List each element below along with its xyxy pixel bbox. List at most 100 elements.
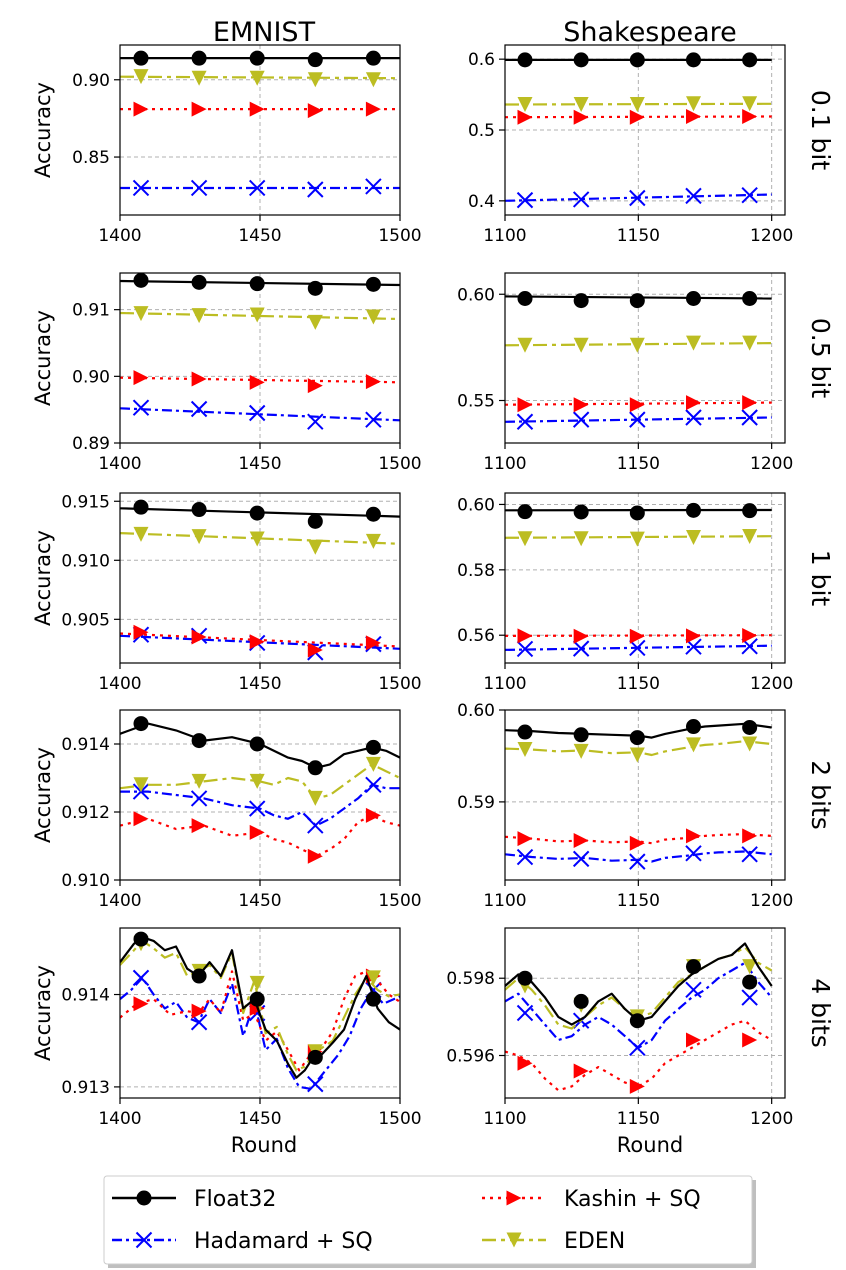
panel-emnist-0-5-bit-series-kashin-marker-2	[249, 374, 265, 390]
panel-shakespeare-4-bits-series-float32-marker-3	[685, 959, 701, 975]
panel-shakespeare-4-bits-series-hadamard-marker-2-stroke-b	[629, 1039, 646, 1056]
panel-emnist-0-1-bit-series-eden-marker-1	[191, 70, 207, 86]
panel-shakespeare-0-1-bit-series-hadamard-marker-1-stroke-b	[572, 191, 590, 208]
panel-shakespeare-2-bits-xtick-label-1: 1150	[617, 891, 660, 911]
panel-shakespeare-1-bit-ytick-label-1: 0.58	[457, 561, 495, 581]
legend-item-kashin-label: Kashin + SQ	[564, 1187, 701, 1212]
panel-emnist-0-1-bit-series-float32-marker-0	[133, 50, 149, 66]
panel-emnist-0-1-bit-xtick-label-1: 1450	[238, 226, 281, 246]
panel-emnist-1-bit-xtick-label-0: 1400	[98, 674, 141, 694]
panel-shakespeare-0-1-bit-series-eden-marker-1	[573, 97, 589, 112]
panel-emnist-0-5-bit-ytick-label-0: 0.89	[72, 434, 110, 454]
panel-shakespeare-4-bits-series-eden-marker-4	[742, 959, 758, 975]
panel-shakespeare-2-bits-series-hadamard-line	[505, 850, 772, 863]
panel-shakespeare-1-bit-series	[505, 502, 772, 658]
panel-emnist-4-bits-series	[120, 931, 400, 1093]
panel-shakespeare-1-bit-series-eden-marker-0	[517, 531, 533, 547]
panel-emnist-2-bits-series-eden-line	[120, 763, 400, 800]
panel-emnist-2-bits-series-kashin-marker-0	[133, 811, 149, 827]
panel-shakespeare-2-bits-ytick-label-0: 0.59	[457, 793, 495, 813]
panel-emnist-1-bit-ylabel: Accuracy	[31, 530, 55, 626]
panel-emnist-0-1-bit-series-hadamard-marker-2	[248, 179, 266, 197]
panel-shakespeare-0-5-bit-series-hadamard-marker-2-stroke-b	[629, 411, 646, 428]
panel-emnist-4-bits-series-hadamard-marker-1-stroke-b	[190, 1014, 208, 1031]
panel-shakespeare-0-5-bit-series-hadamard-marker-4	[741, 409, 758, 426]
panel-shakespeare-2-bits-series-kashin-marker-3	[685, 828, 701, 844]
legend-item-hadamard-marker	[135, 1231, 153, 1249]
panel-emnist-2-bits-series-eden-marker-3	[307, 790, 323, 806]
panel-emnist-0-1-bit: 1400 1450 1500 0.85 0.90 Accuracy	[31, 44, 422, 246]
panel-emnist-4-bits-frame	[119, 927, 401, 1099]
panel-emnist-2-bits-series-float32-marker-3	[307, 760, 323, 776]
panel-emnist-4-bits-series-float32-marker-0	[133, 931, 149, 947]
panel-shakespeare-1-bit-series-float32-marker-0	[517, 504, 533, 520]
panel-emnist-0-5-bit-series-kashin-marker-0	[133, 370, 149, 386]
panel-emnist-0-1-bit-series-hadamard-marker-1-stroke-b	[190, 179, 208, 197]
panel-shakespeare-2-bits-series-eden-marker-3	[685, 737, 701, 753]
panel-emnist-0-5-bit-series-hadamard-marker-2-stroke-b	[248, 404, 266, 422]
panel-shakespeare-2-bits-series-eden-marker-0	[517, 742, 533, 758]
panel-emnist-0-1-bit-series-kashin-marker-3	[307, 103, 323, 119]
panel-shakespeare-0-5-bit-series-kashin-marker-4	[742, 395, 758, 411]
panel-emnist-2-bits-series-eden-marker-0	[133, 777, 149, 793]
panel-emnist-0-1-bit-series-hadamard-marker-0	[132, 179, 150, 197]
panel-emnist-4-bits-series-eden-marker-4	[365, 970, 381, 986]
panel-emnist-1-bit: 1400 1450 1500 0.905 0.910 0.915 Accuracy	[31, 492, 422, 694]
panel-shakespeare-0-1-bit-frame	[504, 44, 786, 216]
panel-emnist-0-5-bit-series-hadamard-marker-4-stroke-b	[365, 411, 382, 428]
legend-item-float32: Float32	[112, 1187, 276, 1212]
panel-emnist-0-1-bit-series-hadamard-marker-2-stroke-b	[248, 179, 266, 197]
panel-emnist-0-1-bit-series-eden-marker-4	[365, 72, 381, 88]
panel-emnist-0-5-bit-xtick-label-1: 1450	[238, 454, 281, 474]
panel-shakespeare-4-bits-series-kashin-line	[505, 1019, 773, 1092]
panel-emnist-0-1-bit-series-eden-marker-3	[307, 72, 323, 88]
panel-shakespeare-0-5-bit-ytick-label-1: 0.60	[457, 285, 495, 305]
panel-emnist-0-1-bit-series	[120, 50, 400, 198]
panel-shakespeare-4-bits-series-kashin-marker-3	[685, 1032, 701, 1048]
panel-shakespeare-0-5-bit-series-hadamard-marker-4-stroke-b	[741, 409, 758, 426]
row-label-4-bits: 4 bits	[806, 978, 835, 1048]
panel-shakespeare-1-bit-xtick-label-0: 1100	[483, 674, 526, 694]
panel-emnist-2-bits-series-eden-marker-4	[365, 756, 381, 772]
panel-shakespeare-2-bits-series-hadamard-marker-3-stroke-b	[685, 845, 702, 862]
panel-emnist-1-bit-series-kashin-marker-4	[365, 635, 381, 651]
panel-emnist-0-1-bit-series-eden-marker-2	[249, 70, 265, 86]
panel-emnist-4-bits-series-hadamard-marker-3	[307, 1075, 324, 1093]
panel-shakespeare-2-bits-series-hadamard-marker-0-stroke-b	[516, 848, 534, 866]
panel-shakespeare-0-1-bit: 1100 1150 1200 0.4 0.5 0.6 0.1 bit	[468, 44, 835, 246]
panel-emnist-0-5-bit-series-eden-marker-0	[133, 306, 149, 322]
panel-shakespeare-0-1-bit-xtick-label-2: 1200	[750, 226, 793, 246]
row-label-2-bits: 2 bits	[806, 760, 835, 830]
panel-shakespeare-0-1-bit-series-hadamard-marker-3-stroke-b	[685, 187, 702, 205]
panel-shakespeare-4-bits-frame	[504, 927, 786, 1099]
panel-emnist-2-bits-ylabel: Accuracy	[31, 747, 55, 843]
panel-shakespeare-0-1-bit-series-eden-marker-0	[517, 97, 533, 112]
panel-shakespeare-2-bits-series-kashin-marker-2	[629, 835, 645, 851]
panel-emnist-0-5-bit-series-hadamard-marker-2	[248, 404, 266, 422]
panel-emnist-0-5-bit-series-hadamard-marker-1	[190, 400, 208, 418]
legend-items: Float32 Kashin + SQ Hadamard + SQ EDEN	[112, 1187, 701, 1254]
panel-shakespeare-4-bits-series-kashin-marker-2	[629, 1078, 645, 1094]
panel-shakespeare-0-5-bit: 1100 1150 1200 0.55 0.60 0.5 bit	[457, 272, 835, 474]
panel-shakespeare-0-5-bit-series-kashin-marker-1	[573, 397, 589, 413]
panel-shakespeare-0-5-bit-series-hadamard-marker-3-stroke-b	[685, 409, 702, 426]
panel-emnist-2-bits-ytick-label-0: 0.910	[61, 871, 110, 891]
panel-shakespeare-0-1-bit-series-float32-marker-3	[685, 52, 701, 68]
panel-emnist-1-bit-series-kashin-marker-2	[249, 634, 265, 650]
panel-emnist-0-1-bit-series-float32-marker-1	[191, 50, 207, 66]
panel-emnist-0-1-bit-series-hadamard-marker-0-stroke-b	[132, 179, 150, 197]
panel-emnist-0-5-bit-series-eden-marker-2	[249, 307, 265, 323]
panel-emnist-0-5-bit-series-kashin-marker-3	[307, 378, 323, 394]
panel-emnist-1-bit-series-float32-marker-4	[365, 506, 381, 522]
panel-shakespeare-1-bit-series-kashin-marker-2	[629, 628, 645, 644]
panel-emnist-0-5-bit-series-hadamard-marker-1-stroke-b	[190, 400, 208, 418]
panel-emnist-0-5-bit-series-kashin-line	[120, 376, 400, 384]
panel-emnist-4-bits-series-hadamard-line	[120, 976, 400, 1090]
panel-emnist-1-bit-series-kashin-line	[120, 632, 400, 648]
row-label-0-5-bit: 0.5 bit	[806, 318, 835, 399]
panel-shakespeare-0-1-bit-series-kashin-marker-4	[742, 109, 758, 125]
panel-emnist-4-bits-series-float32-marker-1	[191, 968, 207, 984]
panel-emnist-2-bits-series-eden-marker-1	[191, 773, 207, 789]
panel-shakespeare-0-1-bit-series-hadamard-marker-2-stroke-b	[629, 189, 646, 207]
